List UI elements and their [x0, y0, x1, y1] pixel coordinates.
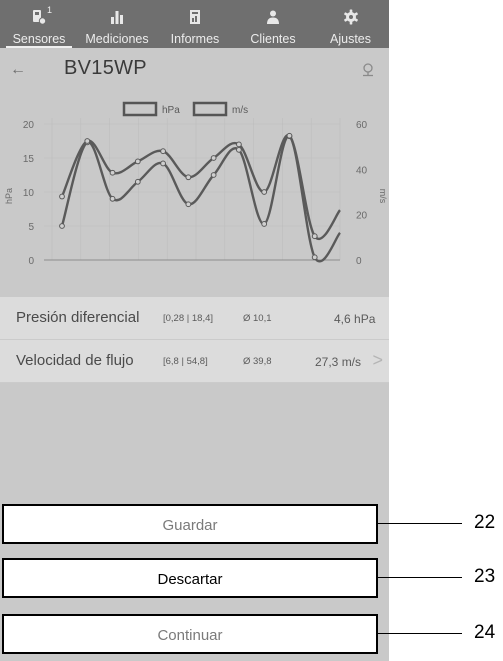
probe-icon[interactable]	[361, 63, 375, 77]
y-right-tick-label: 20	[356, 211, 368, 222]
callout-line	[378, 633, 462, 634]
callout-number: 23	[474, 566, 496, 587]
tab-badge: 1	[47, 5, 53, 15]
save-button-label: Guardar	[162, 517, 218, 534]
discard-button-label: Descartar	[157, 571, 223, 588]
measurement-range: [6,8 | 54,8]	[163, 356, 208, 367]
data-point-hPa	[59, 223, 65, 229]
data-point-m/s	[185, 174, 192, 181]
device-header: ← BV15WP	[0, 48, 389, 96]
tab-label: Informes	[170, 32, 220, 46]
y-right-tick-label: 60	[356, 120, 368, 131]
arrow-left-icon[interactable]: ←	[10, 61, 26, 78]
tab-label: Ajustes	[330, 32, 371, 46]
measurement-row-velocity[interactable]: Velocidad de flujo [6,8 | 54,8] Ø 39,8 2…	[0, 340, 389, 383]
y-left-tick-label: 10	[23, 188, 35, 199]
data-point-m/s	[210, 155, 217, 161]
measurement-name: Presión diferencial	[16, 309, 140, 326]
callout-line	[378, 577, 462, 578]
measurement-name: Velocidad de flujo	[16, 352, 134, 369]
app-screen: 1 Sensores Mediciones Informes	[0, 0, 389, 661]
report-icon	[190, 10, 200, 24]
data-point-m/s	[286, 132, 293, 139]
measurement-chart: 0 5 10 15 20 0 20 40 60 hPa m/s hPa m/s	[0, 96, 389, 282]
active-tab-indicator	[6, 46, 72, 48]
discard-button[interactable]: Descartar	[2, 558, 378, 598]
series-line-m/s	[60, 134, 341, 241]
data-point-hPa	[236, 146, 242, 153]
measurement-value: 27,3 m/s	[315, 355, 362, 369]
measurement-row-pressure[interactable]: Presión diferencial [0,28 | 18,4] Ø 10,1…	[0, 297, 389, 340]
data-point-m/s	[311, 233, 318, 240]
data-point-hPa	[261, 221, 268, 227]
legend-swatch-hPa	[122, 101, 158, 117]
data-point-m/s	[109, 169, 116, 176]
tab-label: Mediciones	[85, 32, 149, 46]
measurement-value: 4,6 hPa	[334, 312, 376, 326]
y-left-tick-label: 5	[28, 222, 34, 233]
tab-ajustes[interactable]: Ajustes	[312, 0, 389, 48]
save-button[interactable]: Guardar	[2, 504, 378, 544]
tab-label: Clientes	[250, 32, 296, 46]
data-point-m/s	[236, 141, 242, 148]
data-point-hPa	[210, 172, 217, 178]
y-right-tick-label: 40	[356, 165, 368, 176]
data-point-m/s	[160, 148, 166, 155]
data-point-hPa	[311, 254, 318, 261]
measurement-average: Ø 39,8	[243, 356, 272, 367]
data-point-m/s	[134, 158, 141, 165]
gear-icon	[343, 9, 358, 25]
tab-bar: 1 Sensores Mediciones Informes	[0, 0, 389, 48]
data-point-m/s	[84, 138, 91, 144]
y-left-axis-label: hPa	[4, 188, 14, 204]
data-point-m/s	[59, 193, 65, 200]
continue-button[interactable]: Continuar	[2, 614, 378, 654]
clients-icon	[267, 10, 279, 24]
line-chart: 0 5 10 15 20 0 20 40 60 hPa m/s hPa m/s	[4, 101, 388, 267]
sensor-icon	[33, 10, 47, 25]
y-left-tick-label: 0	[28, 256, 34, 267]
legend-label: hPa	[162, 105, 180, 116]
y-left-tick-label: 15	[23, 154, 35, 165]
callout-number: 24	[474, 622, 496, 643]
chevron-right-icon[interactable]: >	[372, 350, 383, 370]
data-point-hPa	[109, 195, 116, 202]
callout-number: 22	[474, 512, 496, 533]
y-right-axis-label: m/s	[378, 189, 388, 204]
legend-label: m/s	[232, 105, 248, 116]
y-left-tick-label: 20	[23, 120, 35, 131]
measurement-average: Ø 10,1	[243, 313, 272, 324]
data-point-hPa	[185, 201, 192, 208]
tab-informes[interactable]: Informes	[156, 0, 234, 48]
tab-sensores[interactable]: 1 Sensores	[0, 0, 78, 48]
data-point-hPa	[134, 178, 141, 185]
tab-label: Sensores	[12, 32, 66, 46]
legend-swatch-m/s	[192, 101, 228, 117]
data-point-m/s	[261, 189, 268, 195]
tab-mediciones[interactable]: Mediciones	[78, 0, 156, 48]
measurement-range: [0,28 | 18,4]	[163, 313, 214, 324]
series-line-hPa	[60, 135, 341, 263]
bar-chart-icon	[111, 11, 123, 24]
tab-clientes[interactable]: Clientes	[234, 0, 312, 48]
continue-button-label: Continuar	[157, 627, 223, 644]
data-point-hPa	[160, 160, 166, 167]
callout-line	[378, 523, 462, 524]
y-right-tick-label: 0	[356, 256, 362, 267]
device-title: BV15WP	[64, 57, 147, 79]
